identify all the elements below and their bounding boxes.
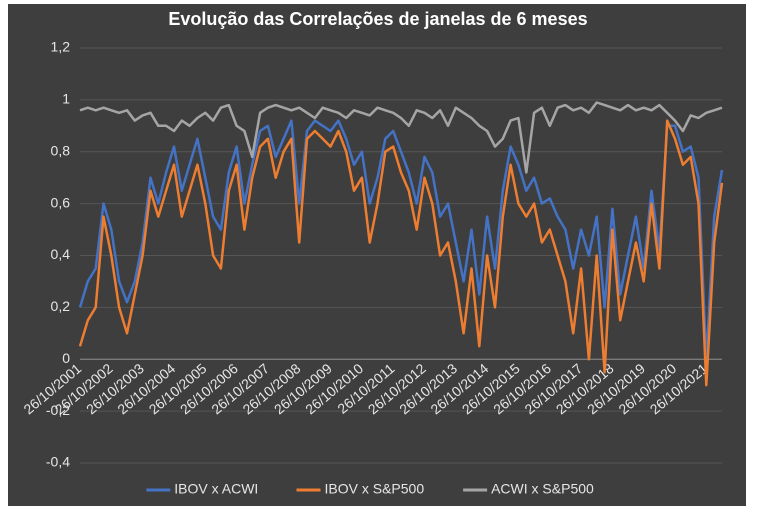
y-tick-label: 0	[62, 350, 70, 366]
line-series	[78, 119, 724, 361]
y-tick-label: 0,6	[51, 194, 71, 210]
line-series	[79, 101, 723, 174]
line-series	[78, 119, 724, 387]
y-tick-label: 0,8	[51, 142, 71, 158]
chart-title: Evolução das Correlações de janelas de 6…	[168, 9, 587, 29]
y-tick-label: 1,2	[51, 39, 71, 55]
y-tick-label: -0,4	[46, 454, 70, 470]
legend-label: ACWI x S&P500	[491, 481, 594, 497]
y-tick-label: 1	[62, 91, 70, 107]
legend-label: IBOV x ACWI	[174, 481, 258, 497]
y-tick-label: 0,4	[51, 246, 71, 262]
y-tick-label: 0,2	[51, 298, 71, 314]
y-tick-label: -0,2	[46, 402, 70, 418]
legend-label: IBOV x S&P500	[325, 481, 425, 497]
